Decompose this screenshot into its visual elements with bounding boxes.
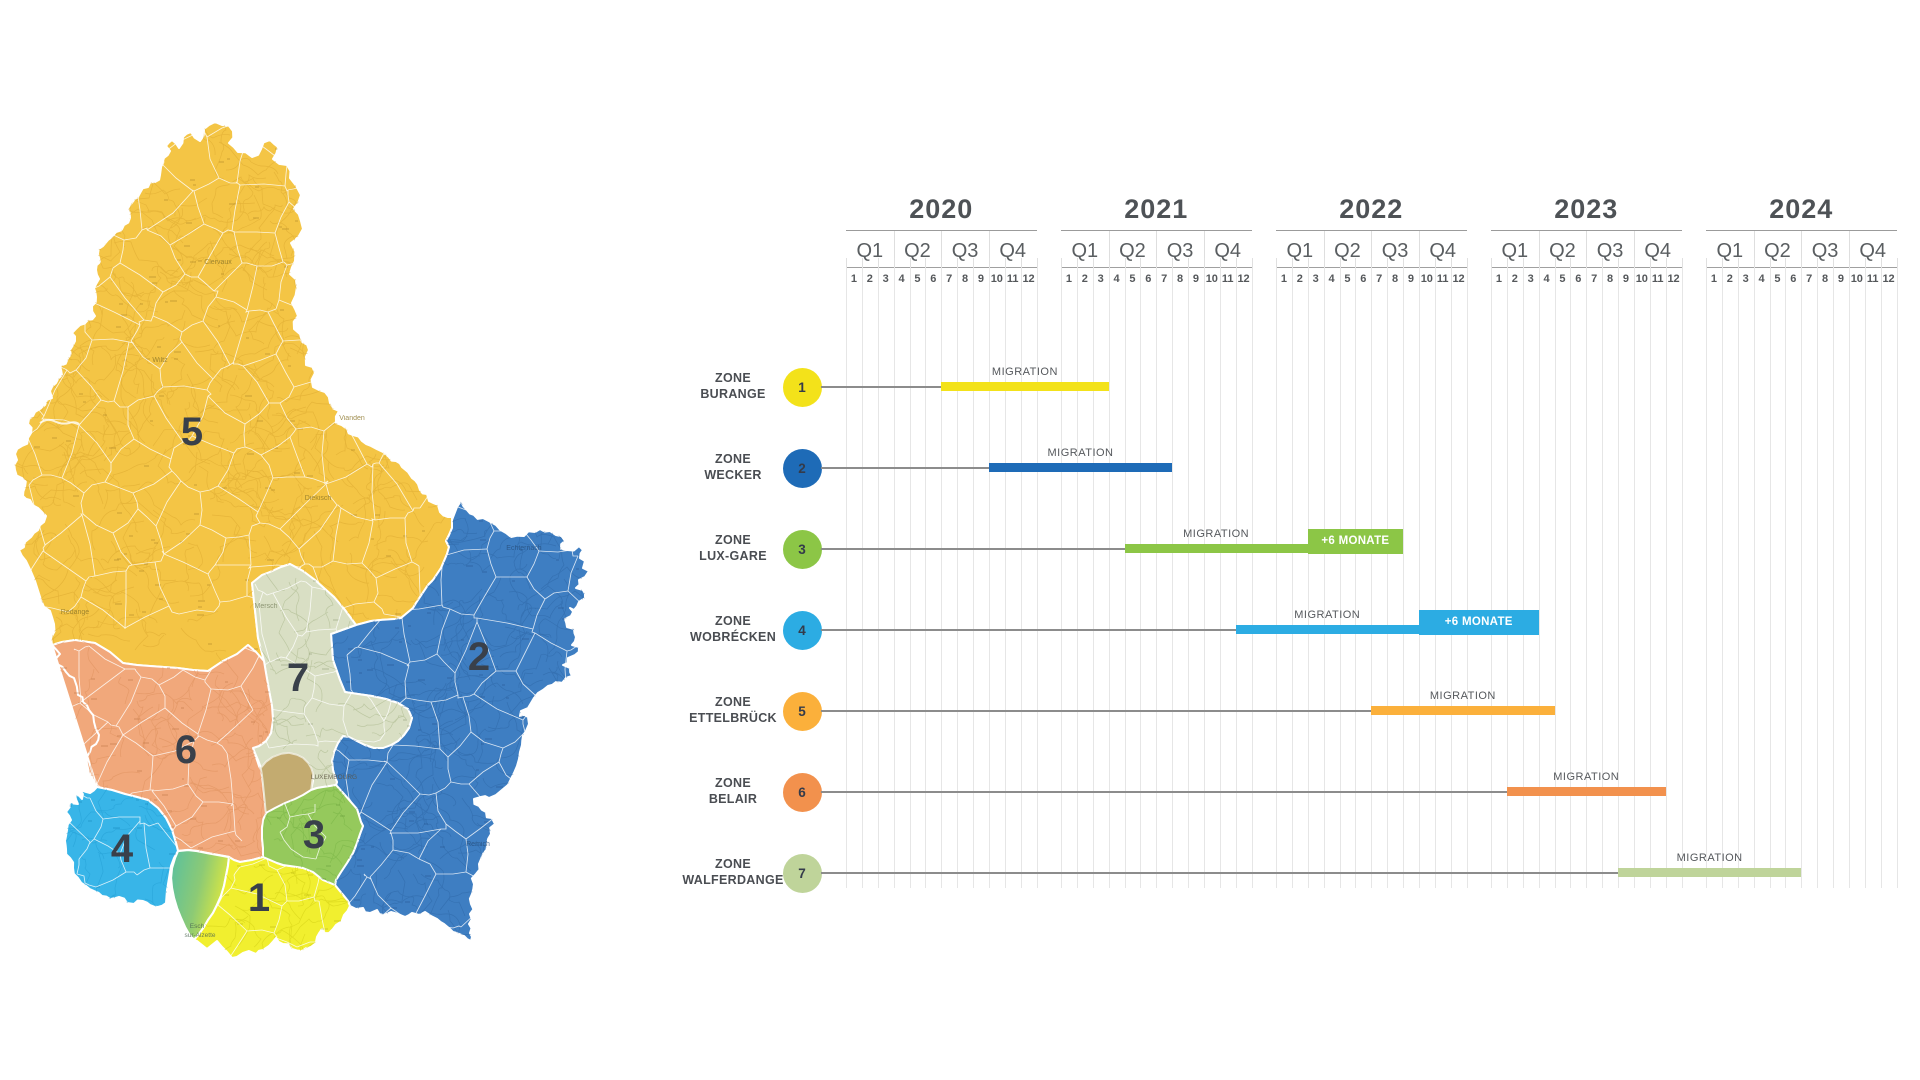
svg-text:Wiltz: Wiltz bbox=[152, 357, 168, 364]
svg-text:Mersch: Mersch bbox=[255, 603, 278, 610]
svg-text:Clervaux: Clervaux bbox=[204, 259, 232, 266]
svg-text:6: 6 bbox=[175, 728, 197, 772]
svg-text:Redange: Redange bbox=[61, 609, 90, 616]
svg-text:Diekisch: Diekisch bbox=[305, 495, 332, 502]
svg-text:7: 7 bbox=[287, 656, 309, 700]
svg-text:5: 5 bbox=[181, 410, 203, 454]
svg-text:4: 4 bbox=[111, 827, 134, 871]
svg-text:Esch: Esch bbox=[190, 923, 205, 930]
svg-text:1: 1 bbox=[248, 876, 270, 920]
svg-text:LUXEMBOURG: LUXEMBOURG bbox=[311, 774, 357, 781]
svg-text:Echternach: Echternach bbox=[506, 545, 542, 552]
svg-text:sur-Alzette: sur-Alzette bbox=[184, 932, 215, 939]
svg-text:3: 3 bbox=[303, 813, 325, 857]
svg-text:2: 2 bbox=[468, 635, 490, 679]
svg-text:Vianden: Vianden bbox=[339, 415, 365, 422]
svg-text:Remich: Remich bbox=[466, 841, 490, 848]
